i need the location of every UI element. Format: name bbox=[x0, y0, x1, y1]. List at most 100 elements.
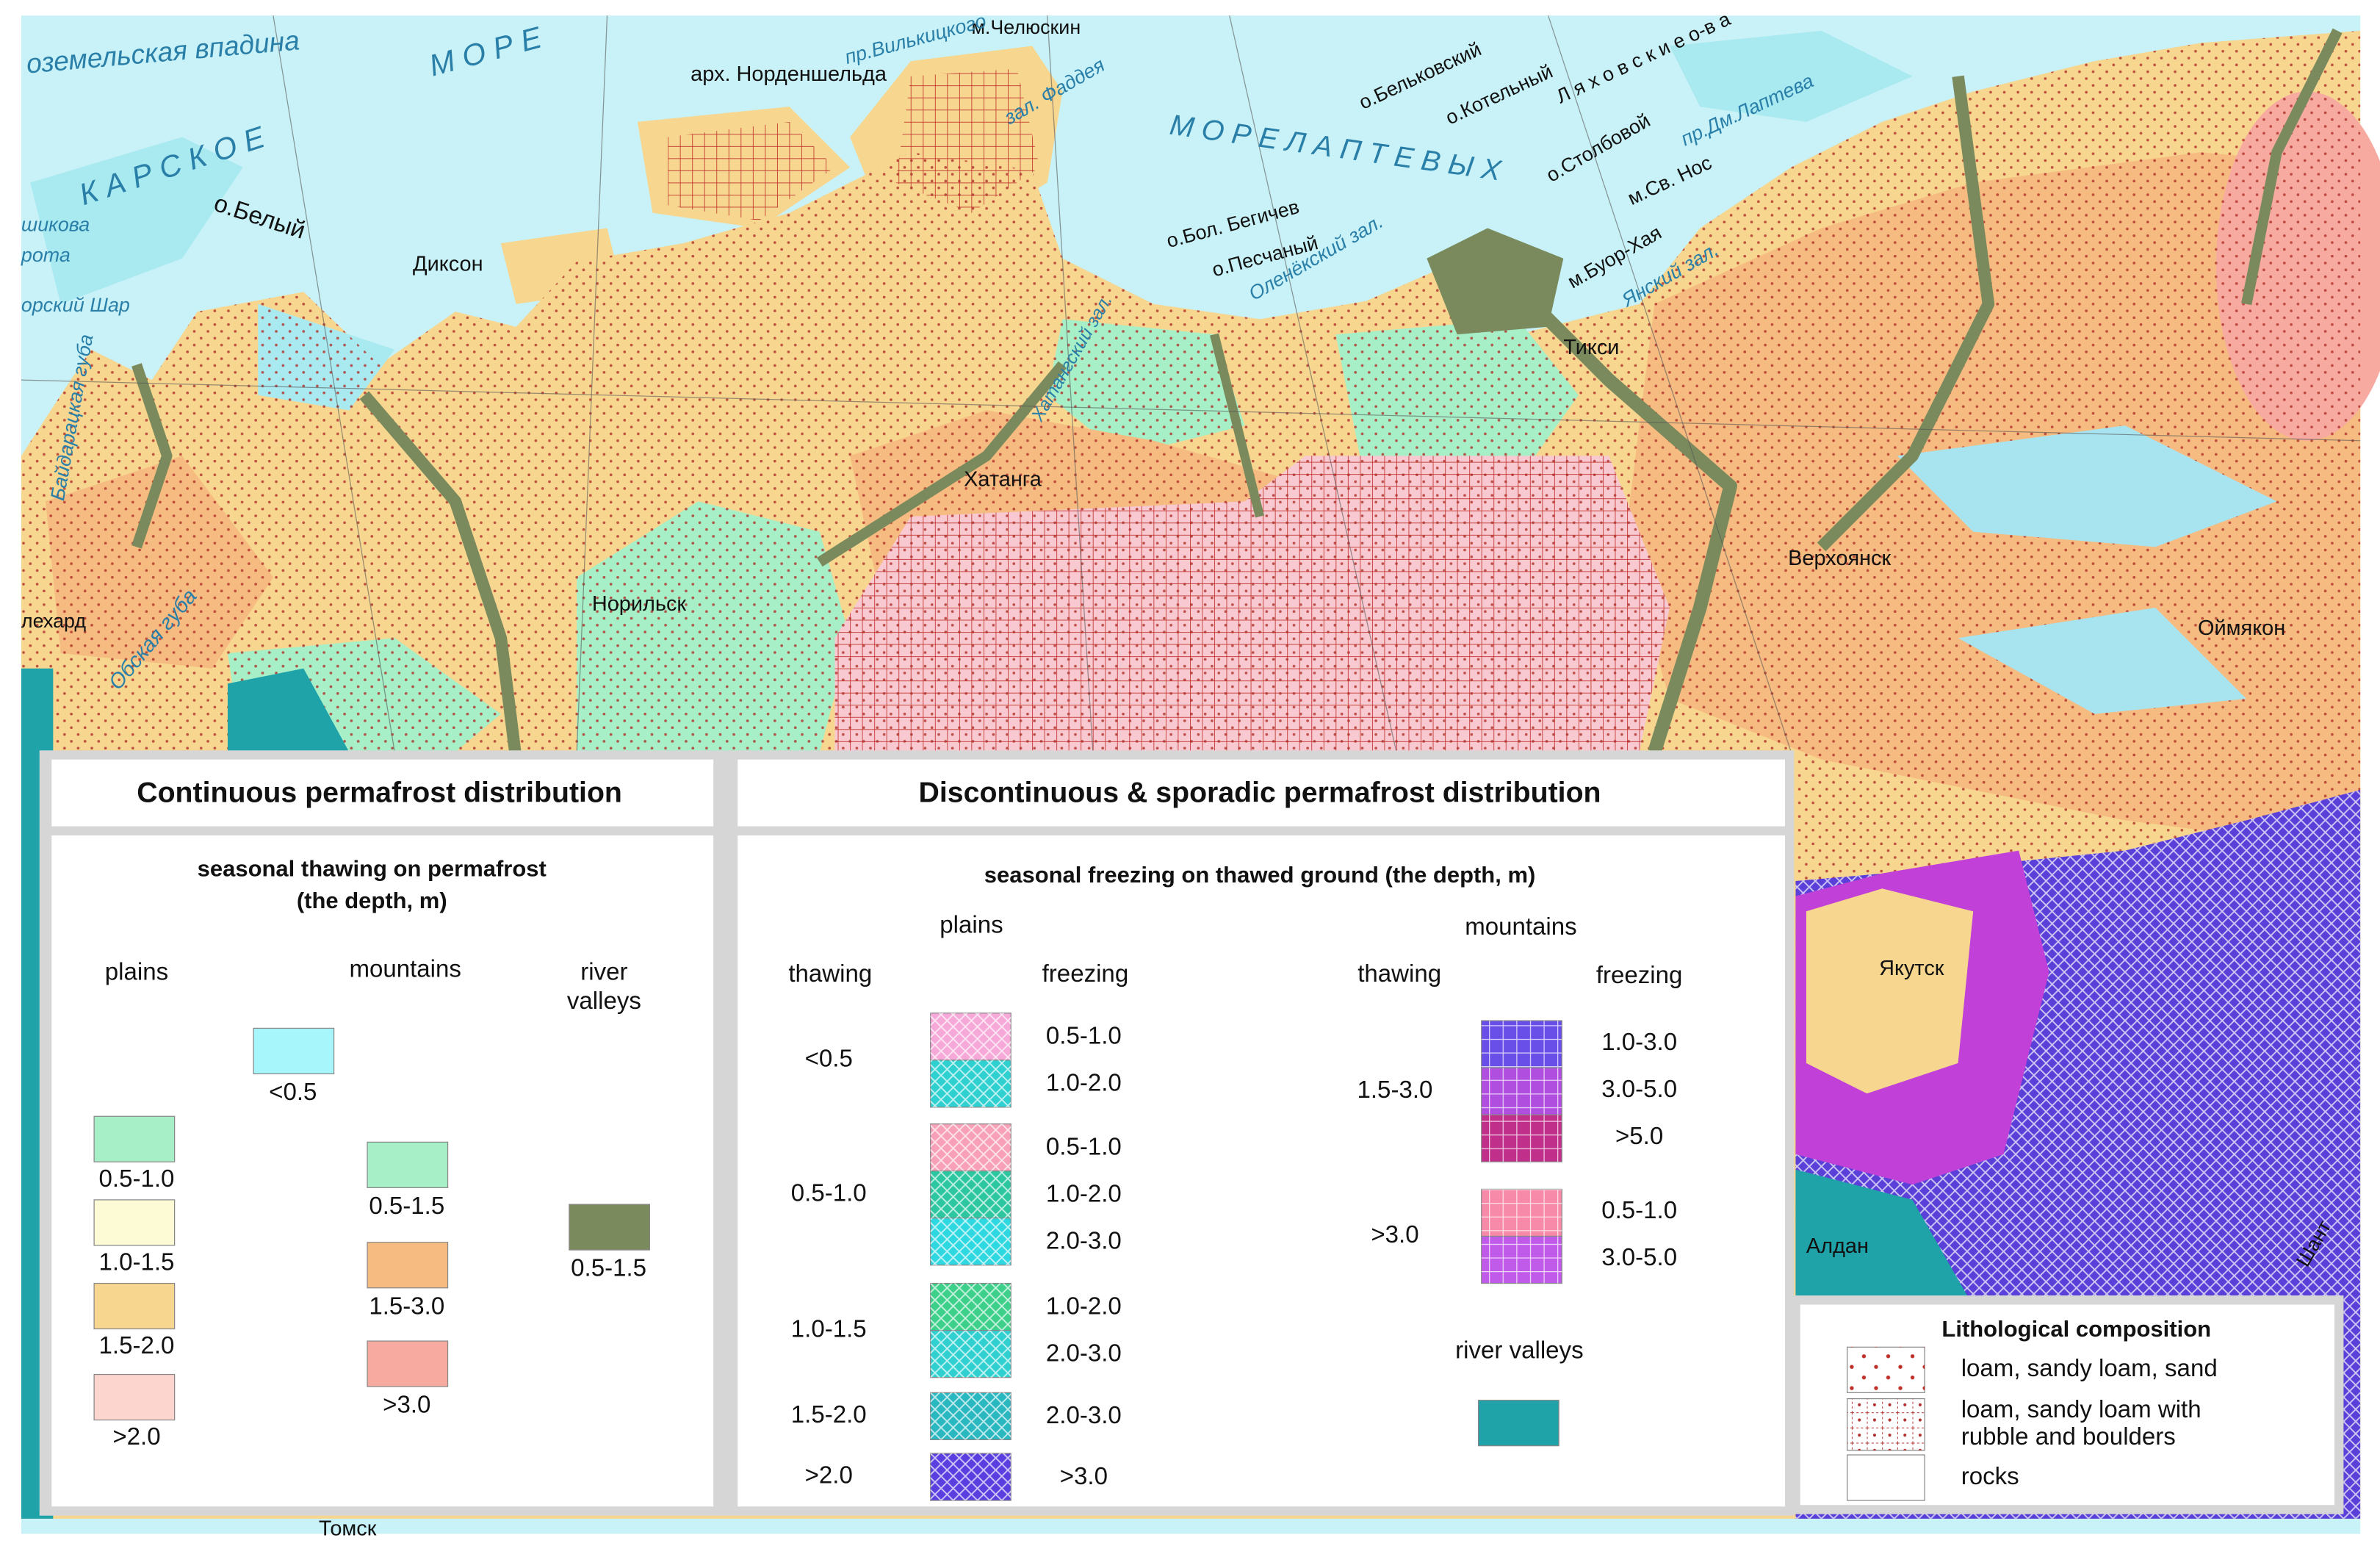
legend-swatch bbox=[93, 1282, 176, 1330]
legend-label: 1.5-2.0 bbox=[99, 1332, 175, 1359]
river bbox=[1817, 75, 1995, 552]
legend-swatch bbox=[1477, 1400, 1559, 1447]
legend-label: 0.5-1.0 bbox=[99, 1165, 175, 1193]
map-label: лехард bbox=[21, 610, 86, 632]
freezing-label: 1.0-3.0 bbox=[1601, 1029, 1677, 1056]
graticule bbox=[576, 15, 608, 752]
swatch-pattern bbox=[1481, 1115, 1562, 1162]
river bbox=[1482, 253, 1737, 755]
swatch-pattern bbox=[930, 1283, 1012, 1331]
graticule bbox=[273, 15, 395, 752]
freezing-label: 1.0-2.0 bbox=[1046, 1292, 1122, 1320]
thawing-label: 1.5-2.0 bbox=[791, 1401, 867, 1428]
swatch-pattern bbox=[1481, 1189, 1562, 1237]
graticule bbox=[1548, 15, 1792, 752]
map-label: орский Шар bbox=[21, 294, 130, 316]
freezing-label: 2.0-3.0 bbox=[1046, 1402, 1122, 1429]
column-header: plains bbox=[940, 912, 1003, 939]
column-header: plains bbox=[105, 959, 168, 986]
map-label: Якутск bbox=[1879, 957, 1944, 980]
swatch-pattern bbox=[930, 1453, 1012, 1501]
map-label: Диксон bbox=[413, 252, 483, 276]
legend-title: Lithological composition bbox=[1941, 1316, 2211, 1342]
swatch-pattern bbox=[930, 1330, 1012, 1378]
swatch-pattern bbox=[1481, 1068, 1562, 1115]
freezing-label: 0.5-1.0 bbox=[1046, 1133, 1122, 1160]
legend-title: Continuous permafrost distribution bbox=[137, 777, 622, 809]
freezing-label: >5.0 bbox=[1615, 1123, 1663, 1150]
swatch-pattern bbox=[1847, 1398, 1925, 1450]
column-header: river bbox=[580, 959, 627, 986]
legend-title: Discontinuous & sporadic permafrost dist… bbox=[919, 777, 1601, 809]
map-label: Хатанга bbox=[964, 468, 1042, 492]
lithology-label: rocks bbox=[1961, 1463, 2019, 1490]
map-label: арх. Норденшельда bbox=[690, 62, 887, 86]
swatch-pattern bbox=[1847, 1347, 1925, 1393]
freezing-label: 0.5-1.0 bbox=[1046, 1023, 1122, 1050]
thawing-label: 1.5-3.0 bbox=[1357, 1076, 1433, 1104]
column-header: freezing bbox=[1596, 962, 1683, 989]
swatch-pattern bbox=[930, 1060, 1012, 1107]
graticule bbox=[21, 379, 2361, 442]
swatch-pattern bbox=[930, 1123, 1012, 1171]
lithology-label: loam, sandy loam, sand bbox=[1961, 1355, 2218, 1382]
panel bbox=[738, 835, 1786, 1507]
column-header: mountains bbox=[1465, 913, 1576, 941]
legend-swatch bbox=[569, 1204, 651, 1251]
swatch-pattern bbox=[930, 1171, 1012, 1218]
legend-swatch bbox=[367, 1340, 449, 1387]
freezing-label: 3.0-5.0 bbox=[1601, 1244, 1677, 1271]
river bbox=[2241, 28, 2343, 306]
freezing-label: 3.0-5.0 bbox=[1601, 1076, 1677, 1103]
legend-label: 1.5-3.0 bbox=[369, 1292, 444, 1320]
panel-header bbox=[51, 759, 714, 827]
map-label: Верхоянск bbox=[1788, 547, 1891, 570]
map-label: Тикси bbox=[1563, 336, 1619, 359]
column-header: freezing bbox=[1042, 960, 1129, 988]
freezing-label: 0.5-1.0 bbox=[1601, 1197, 1677, 1224]
swatch-pattern bbox=[930, 1218, 1012, 1265]
legend-subtitle: (the depth, m) bbox=[297, 888, 447, 913]
swatch-pattern bbox=[930, 1392, 1012, 1440]
legend-swatch bbox=[93, 1115, 176, 1162]
map-label: Оймякон bbox=[2198, 616, 2285, 640]
column-header: thawing bbox=[1357, 960, 1441, 988]
legend-subtitle: seasonal freezing on thawed ground (the … bbox=[984, 862, 1536, 888]
thawing-label: <0.5 bbox=[805, 1046, 853, 1073]
river bbox=[131, 363, 173, 549]
legend-label: >2.0 bbox=[112, 1423, 160, 1450]
delta bbox=[1427, 228, 1564, 335]
legend-swatch bbox=[367, 1242, 449, 1289]
panel-header bbox=[738, 759, 1786, 827]
legend: Continuous permafrost distribution season… bbox=[39, 750, 2344, 1516]
graticule bbox=[1047, 15, 1094, 752]
legend-label: <0.5 bbox=[269, 1079, 317, 1106]
legend-swatch bbox=[93, 1199, 176, 1246]
swatch-pattern bbox=[1481, 1236, 1562, 1284]
island-blue bbox=[30, 30, 1913, 411]
freezing-label: 1.0-2.0 bbox=[1046, 1070, 1122, 1097]
lithology-label: rubble and boulders bbox=[1961, 1423, 2176, 1450]
thawing-label: 0.5-1.0 bbox=[791, 1179, 867, 1207]
legend-subtitle: seasonal thawing on permafrost bbox=[198, 856, 547, 882]
river bbox=[359, 391, 522, 760]
lakes bbox=[1897, 425, 2277, 714]
legend-label: 0.5-1.5 bbox=[369, 1193, 444, 1220]
column-header: valleys bbox=[567, 988, 641, 1015]
column-header: river valleys bbox=[1455, 1337, 1583, 1364]
freezing-label: 1.0-2.0 bbox=[1046, 1180, 1122, 1207]
legend-label: 0.5-1.5 bbox=[571, 1255, 646, 1282]
thawing-label: >3.0 bbox=[1371, 1221, 1418, 1248]
column-header: mountains bbox=[349, 956, 461, 983]
lithology-label: loam, sandy loam with bbox=[1961, 1396, 2202, 1423]
thawing-label: >2.0 bbox=[805, 1462, 853, 1489]
thawing-label: 1.0-1.5 bbox=[791, 1315, 867, 1342]
legend-label: 1.0-1.5 bbox=[99, 1248, 175, 1276]
map-label: Алдан bbox=[1806, 1234, 1869, 1258]
swatch-pattern bbox=[930, 1013, 1012, 1060]
river bbox=[1210, 333, 1265, 518]
yellow-area bbox=[1806, 888, 1974, 1094]
legend-swatch bbox=[1847, 1454, 1925, 1501]
